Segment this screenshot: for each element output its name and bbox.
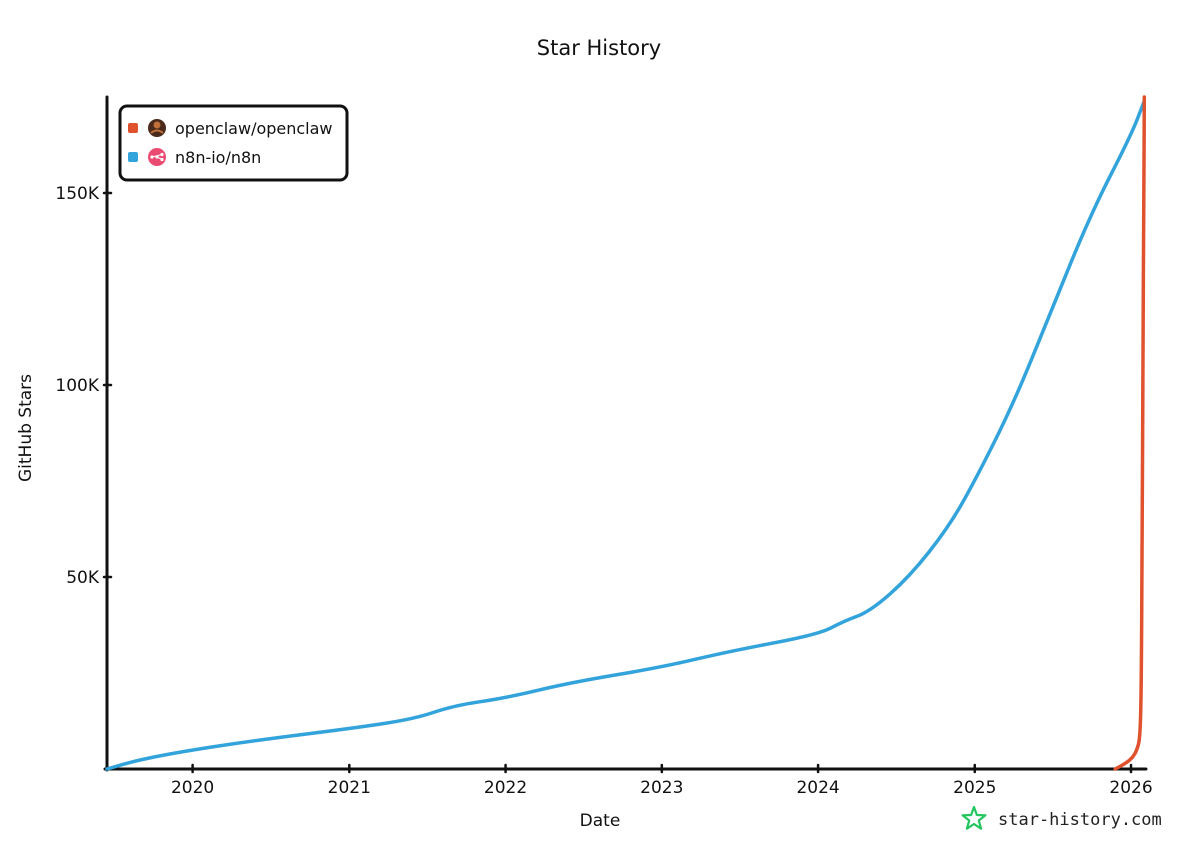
x-tick-label: 2020: [171, 778, 214, 798]
legend-item-n8n: n8n-io/n8n: [128, 148, 261, 167]
axes: [103, 95, 1148, 772]
series-line-openclaw-openclaw: [1113, 95, 1147, 771]
y-tick-label: 50K: [66, 568, 100, 588]
y-tick-label: 150K: [55, 184, 99, 204]
y-tick-label: 100K: [55, 376, 99, 396]
star-history-logo-icon: [961, 805, 987, 830]
x-axis-label: Date: [580, 811, 621, 831]
chart-title: Star History: [537, 36, 661, 60]
legend-swatch-n8n: [128, 152, 138, 162]
x-ticks: 2020 2021 2022 2023 2024 2025 2026: [171, 763, 1153, 798]
legend-item-openclaw: openclaw/openclaw: [128, 119, 333, 138]
x-tick-label: 2026: [1109, 778, 1152, 798]
x-tick-label: 2021: [328, 778, 371, 798]
legend-swatch-openclaw: [128, 123, 138, 133]
n8n-logo-icon: [148, 148, 166, 166]
x-tick-label: 2024: [796, 778, 839, 798]
legend-label-n8n: n8n-io/n8n: [175, 148, 261, 167]
legend-label-openclaw: openclaw/openclaw: [175, 119, 333, 138]
openclaw-avatar-icon: [148, 119, 166, 137]
y-ticks: 50K 100K 150K: [55, 184, 113, 588]
y-axis-label: GitHub Stars: [16, 374, 36, 482]
x-tick-label: 2023: [640, 778, 683, 798]
x-tick-label: 2022: [484, 778, 527, 798]
series-layer: [105, 95, 1147, 771]
series-line-n8n-io-n8n: [105, 99, 1147, 771]
x-tick-label: 2025: [953, 778, 996, 798]
legend: openclaw/openclaw n8n-io/n8n: [118, 104, 349, 182]
legend-box: [118, 104, 349, 182]
brand-text: star-history.com: [998, 810, 1162, 830]
star-history-watermark: star-history.com: [961, 805, 1162, 830]
